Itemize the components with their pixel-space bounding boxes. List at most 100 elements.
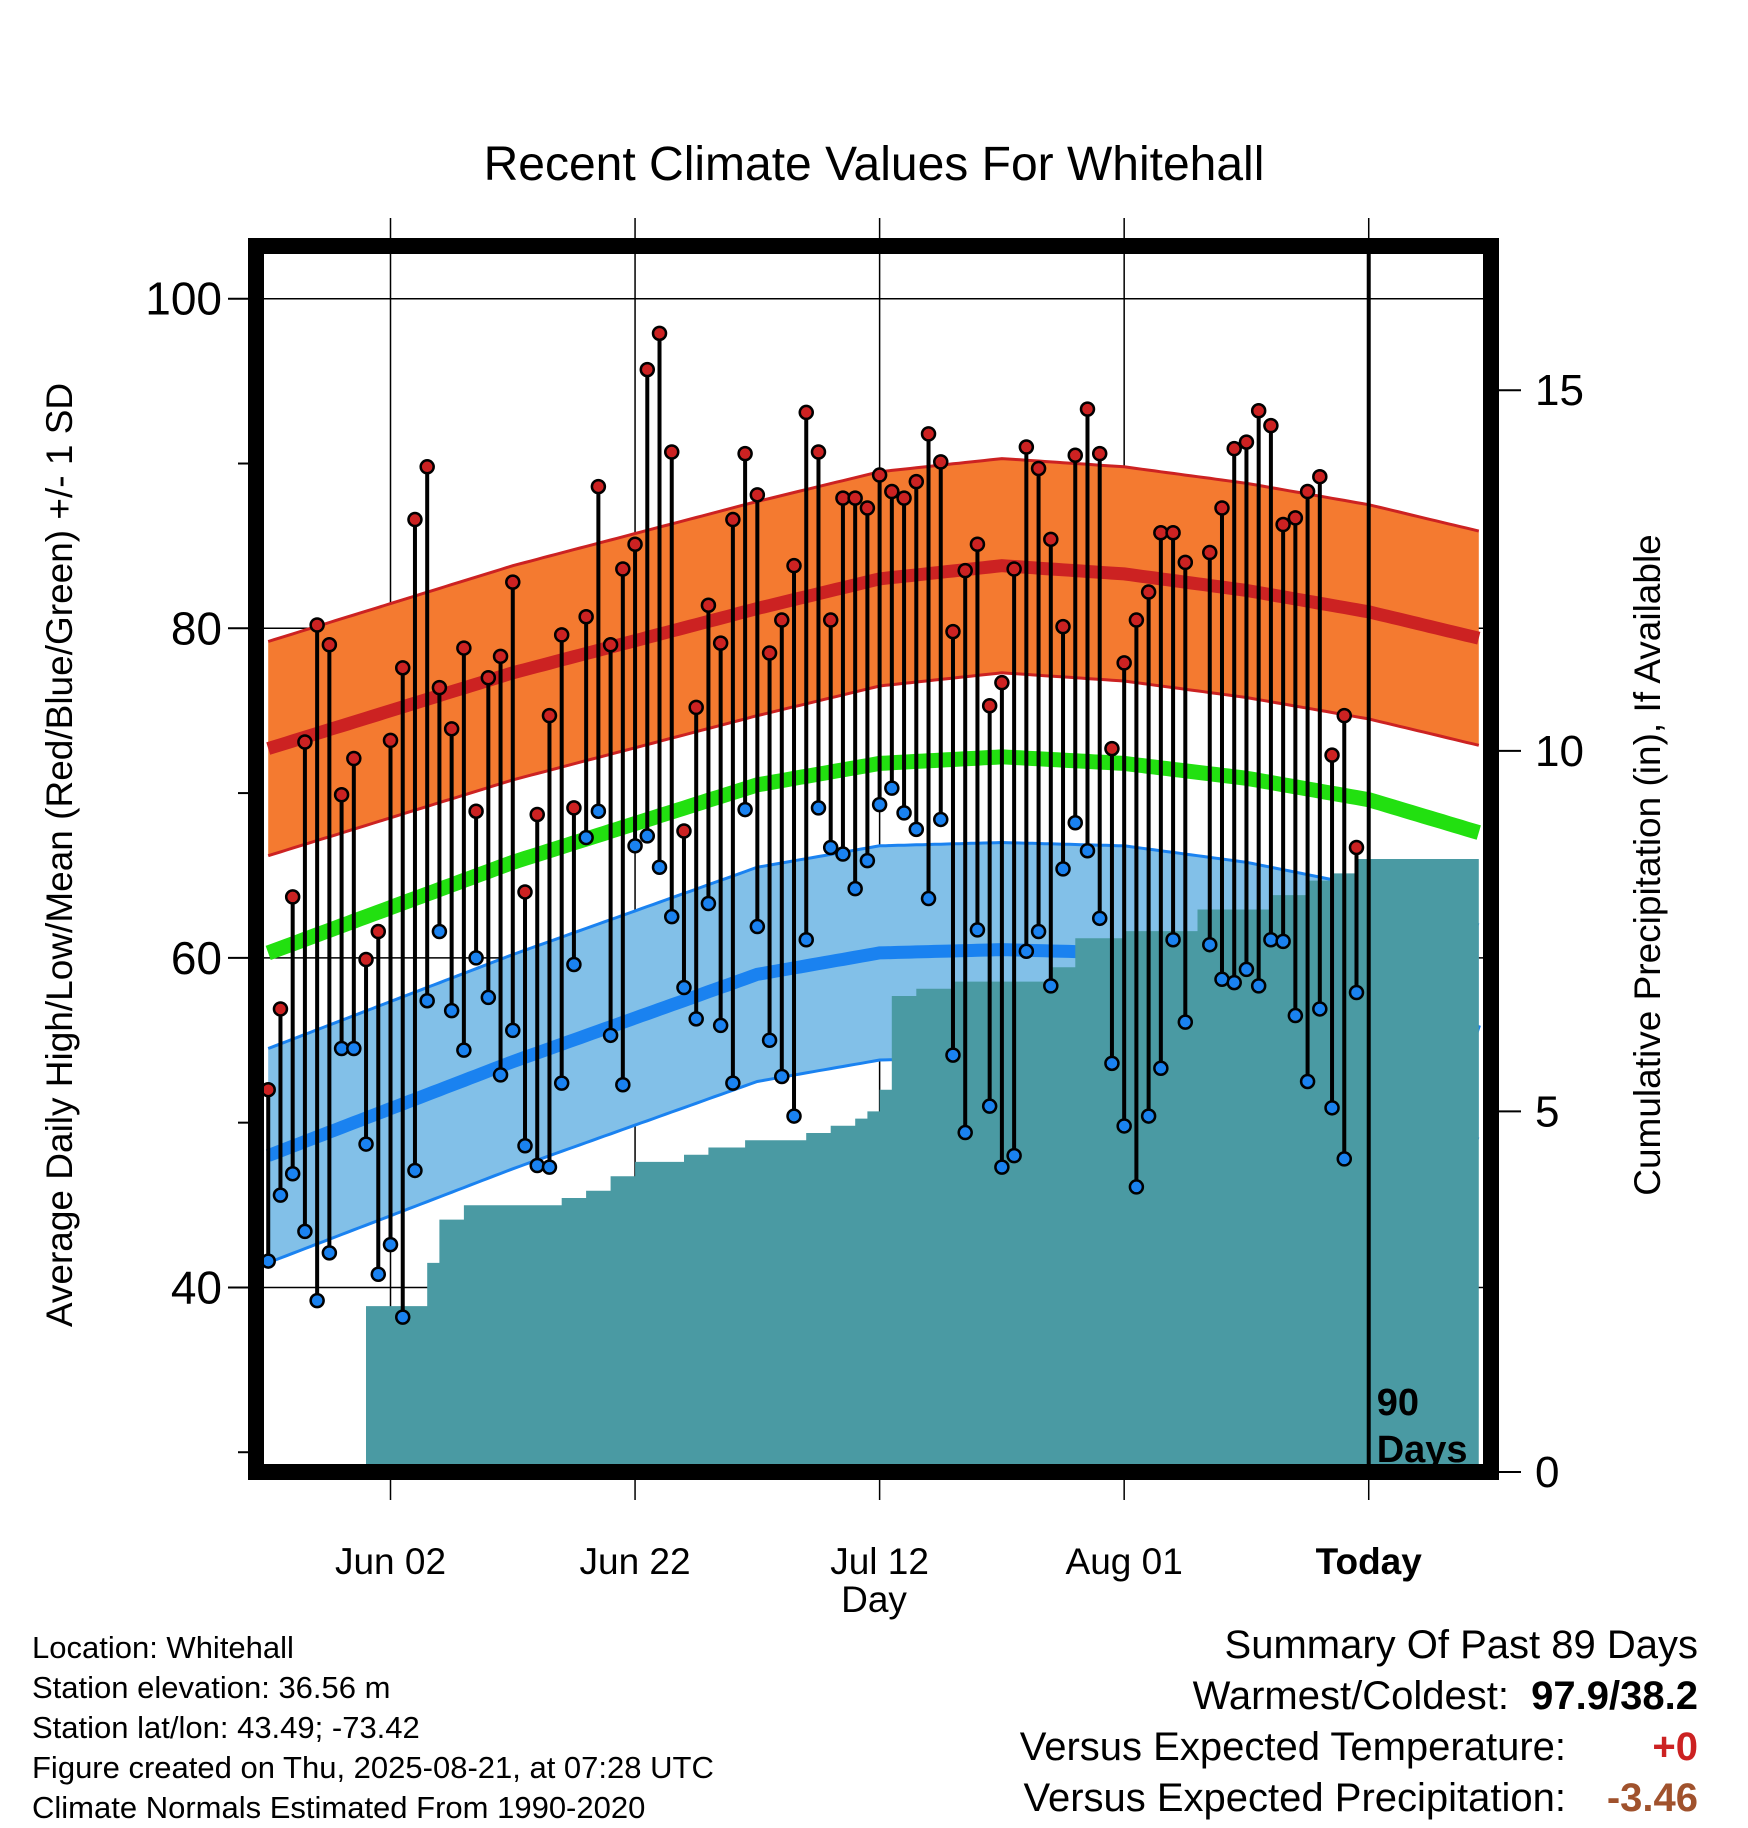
high-point (639, 361, 656, 378)
high-sd-band (268, 458, 1479, 856)
low-point (1055, 861, 1071, 877)
low-point (908, 821, 925, 838)
low-point (688, 1011, 704, 1027)
low-point (1006, 1147, 1022, 1164)
low-point (1275, 933, 1291, 950)
low-point (602, 1027, 619, 1044)
temp-value: +0 (1652, 1725, 1698, 1769)
low-point (1202, 936, 1218, 953)
high-point (272, 1001, 289, 1017)
x-tick-label: Aug 01 (1066, 1541, 1183, 1582)
normal-bands (265, 457, 1481, 1265)
high-point (688, 699, 704, 716)
low-point (981, 1098, 998, 1114)
high-point (1079, 401, 1096, 417)
low-point (541, 1159, 558, 1175)
low-point (969, 922, 986, 938)
low-point (419, 992, 435, 1009)
y-axis-left-label: Average Daily High/Low/Mean (Red/Blue/Gr… (39, 383, 80, 1327)
high-point (1006, 561, 1022, 577)
y-right-tick-label: 15 (1535, 366, 1584, 415)
high-point (370, 923, 387, 940)
y-right-tick-label: 0 (1535, 1448, 1559, 1497)
daily-range-stems (266, 333, 1359, 1318)
high-point (1214, 500, 1230, 516)
high-point (517, 884, 533, 900)
low-point (871, 796, 888, 813)
high-point (1238, 434, 1255, 450)
created-text: Figure created on Thu, 2025-08-21, at 07… (32, 1750, 714, 1785)
x-tick-label: Jul 12 (830, 1541, 929, 1582)
y-axis-right-label: Cumulative Precipitation (in), If Availa… (1627, 534, 1668, 1196)
high-point (676, 823, 692, 839)
normal-mean-line (265, 749, 1481, 960)
low-point (1348, 984, 1365, 1001)
high-point (456, 640, 472, 656)
warm-cold-value: 97.9/38.2 (1531, 1674, 1698, 1718)
summary-heading: Summary Of Past 89 Days (1224, 1623, 1698, 1667)
low-point (1067, 814, 1084, 831)
high-point (1067, 447, 1084, 464)
low-point (382, 1236, 399, 1253)
high-point (822, 612, 839, 628)
high-point (737, 445, 753, 462)
high-point (908, 473, 925, 490)
high-point (419, 459, 435, 475)
high-point (602, 637, 619, 653)
x-tick-label: Today (1316, 1541, 1423, 1582)
y-right-tick-label: 10 (1535, 727, 1584, 776)
high-point (443, 721, 460, 737)
low-point (651, 859, 668, 875)
high-point (1275, 516, 1291, 533)
high-point (627, 536, 643, 553)
low-point (639, 828, 656, 844)
high-sd-lower (267, 671, 1480, 858)
plot-frame (248, 238, 1499, 1480)
low-point (1018, 943, 1035, 960)
precip-label: Versus Expected Precipitation: (1023, 1776, 1566, 1820)
low-point (1116, 1118, 1132, 1134)
y-axis-left-ticks: 40 60 80 100 (145, 273, 248, 1454)
high-point (1116, 655, 1132, 671)
high-point (1299, 483, 1316, 500)
low-point (896, 805, 912, 821)
low-point (1263, 931, 1279, 948)
high-point (1140, 584, 1157, 600)
high-point (468, 803, 484, 819)
low-point (737, 801, 753, 818)
low-point (443, 1002, 460, 1019)
low-point (297, 1223, 313, 1240)
low-point (1299, 1073, 1316, 1090)
high-point (725, 511, 741, 528)
high-point (871, 467, 888, 483)
low-point (1128, 1179, 1145, 1195)
station-info: Location: Whitehall Station elevation: 3… (32, 1628, 714, 1828)
low-point (712, 1017, 729, 1034)
low-point (272, 1187, 289, 1203)
y-left-tick-label: 60 (171, 932, 222, 984)
high-point (309, 617, 325, 633)
low-point (1030, 923, 1047, 940)
low-point (725, 1075, 741, 1091)
high-point (492, 648, 509, 665)
high-point (431, 679, 448, 696)
high-point (651, 325, 668, 342)
y-left-tick-label: 40 (171, 1261, 222, 1313)
high-point (994, 674, 1010, 691)
high-point (1250, 403, 1267, 419)
high-point (1263, 417, 1279, 434)
low-point (798, 931, 814, 948)
y-right-tick-label: 5 (1535, 1087, 1559, 1136)
high-point (407, 511, 423, 528)
low-point (1140, 1108, 1157, 1124)
low-point (1312, 1001, 1328, 1017)
high-point (1104, 740, 1120, 757)
low-point (700, 895, 717, 912)
low-point (1104, 1055, 1120, 1072)
low-point (994, 1159, 1010, 1175)
high-point (1348, 839, 1365, 856)
low-point (578, 829, 594, 846)
low-point (1238, 961, 1255, 978)
high-point (981, 698, 998, 714)
high-point (749, 487, 766, 503)
